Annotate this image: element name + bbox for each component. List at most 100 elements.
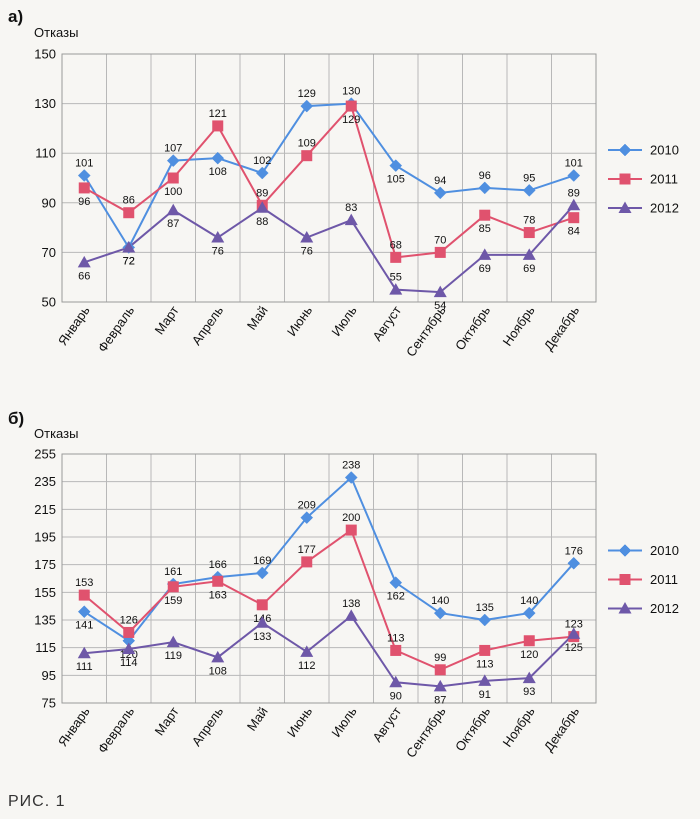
data-label-2011: 129 <box>342 114 360 126</box>
point-2011 <box>79 182 90 193</box>
data-label-2010: 209 <box>298 500 316 512</box>
point-2011 <box>346 101 357 112</box>
chart-a: а)Отказы507090110130150Январь Февраль Март… <box>8 7 679 359</box>
y-tick-label: 75 <box>42 696 56 711</box>
data-label-2012: 66 <box>78 270 90 282</box>
point-2010 <box>568 170 580 182</box>
data-label-2012: 87 <box>434 694 446 706</box>
data-label-2012: 112 <box>298 660 316 672</box>
data-label-2012: 108 <box>209 665 227 677</box>
data-label-2010: 162 <box>387 591 405 603</box>
data-label-2010: 94 <box>434 175 446 187</box>
data-label-2012: 76 <box>301 246 313 258</box>
point-2011 <box>301 150 312 161</box>
data-label-2010: 140 <box>431 595 449 607</box>
y-tick-label: 115 <box>35 640 56 655</box>
x-tick-label: Январь <box>55 303 93 348</box>
point-2010 <box>301 100 313 112</box>
legend-marker <box>619 144 631 156</box>
panel-label: а) <box>8 7 23 26</box>
data-label-2011: 89 <box>256 187 268 199</box>
x-tick-label: Май <box>244 704 271 733</box>
data-label-2010: 107 <box>164 143 182 155</box>
data-label-2012: 55 <box>390 272 402 284</box>
data-label-2011: 200 <box>342 512 360 524</box>
point-2012 <box>345 214 358 226</box>
point-2011 <box>346 525 357 536</box>
data-label-2010: 166 <box>209 559 227 571</box>
legend-marker <box>620 174 631 185</box>
panel-label: б) <box>8 409 24 428</box>
point-2011 <box>390 252 401 263</box>
data-label-2010: 108 <box>209 166 227 178</box>
point-2010 <box>479 614 491 626</box>
data-label-2011: 121 <box>209 108 227 120</box>
x-tick-label: Апрель <box>189 303 227 348</box>
y-tick-label: 195 <box>34 530 56 545</box>
point-2011 <box>123 207 134 218</box>
data-label-2011: 113 <box>476 658 494 670</box>
data-label-2010: 101 <box>565 158 583 170</box>
data-label-2010: 141 <box>75 620 93 632</box>
point-2011 <box>390 645 401 656</box>
x-tick-label: Октябрь <box>452 704 493 754</box>
data-label-2010: 102 <box>253 155 271 167</box>
point-2010 <box>434 607 446 619</box>
data-label-2012: 114 <box>120 657 138 669</box>
point-2010 <box>390 577 402 589</box>
x-tick-label: Апрель <box>189 704 227 749</box>
data-label-2012: 83 <box>345 202 357 214</box>
data-label-2010: 161 <box>164 566 182 578</box>
legend-label: 2011 <box>650 572 678 587</box>
point-2011 <box>79 590 90 601</box>
x-tick-label: Ноябрь <box>500 303 538 349</box>
data-label-2012: 133 <box>253 631 271 643</box>
data-label-2011: 99 <box>434 652 446 664</box>
legend-item-2010: 2010 <box>608 543 679 558</box>
point-2011 <box>168 173 179 184</box>
y-tick-label: 235 <box>34 474 56 489</box>
data-label-2010: 95 <box>523 172 535 184</box>
x-tick-label: Февраль <box>95 303 138 355</box>
point-2011 <box>168 581 179 592</box>
data-label-2012: 125 <box>565 642 583 654</box>
point-2012 <box>211 231 224 243</box>
data-label-2010: 169 <box>253 555 271 567</box>
point-2010 <box>434 187 446 199</box>
data-label-2010: 140 <box>520 595 538 607</box>
y-axis-label: Отказы <box>34 25 78 40</box>
data-label-2012: 76 <box>212 246 224 258</box>
point-2011 <box>479 645 490 656</box>
point-2011 <box>479 210 490 221</box>
point-2010 <box>78 606 90 618</box>
legend-marker <box>619 545 631 557</box>
y-tick-label: 95 <box>42 668 56 683</box>
x-tick-label: Март <box>152 303 182 337</box>
y-tick-label: 130 <box>34 96 56 111</box>
data-label-2011: 153 <box>75 577 93 589</box>
x-tick-label: Декабрь <box>541 704 582 754</box>
x-tick-label: Декабрь <box>541 303 582 353</box>
point-2012 <box>345 609 358 621</box>
data-label-2012: 111 <box>76 661 93 673</box>
point-2012 <box>167 204 180 216</box>
data-label-2012: 69 <box>479 263 491 275</box>
x-tick-label: Ноябрь <box>500 704 538 750</box>
data-label-2011: 68 <box>390 239 402 251</box>
point-2011 <box>257 599 268 610</box>
y-tick-label: 135 <box>34 613 56 628</box>
data-label-2012: 90 <box>390 690 402 702</box>
legend-item-2011: 2011 <box>608 572 678 587</box>
data-label-2010: 238 <box>342 460 360 472</box>
point-2010 <box>78 170 90 182</box>
x-tick-label: Октябрь <box>452 303 493 353</box>
point-2011 <box>568 212 579 223</box>
data-label-2012: 89 <box>568 187 580 199</box>
point-2011 <box>435 247 446 258</box>
data-label-2012: 93 <box>523 686 535 698</box>
point-2010 <box>479 182 491 194</box>
y-tick-label: 50 <box>42 295 56 310</box>
data-label-2010: 176 <box>565 545 583 557</box>
point-2011 <box>524 635 535 646</box>
y-tick-label: 90 <box>42 195 56 210</box>
